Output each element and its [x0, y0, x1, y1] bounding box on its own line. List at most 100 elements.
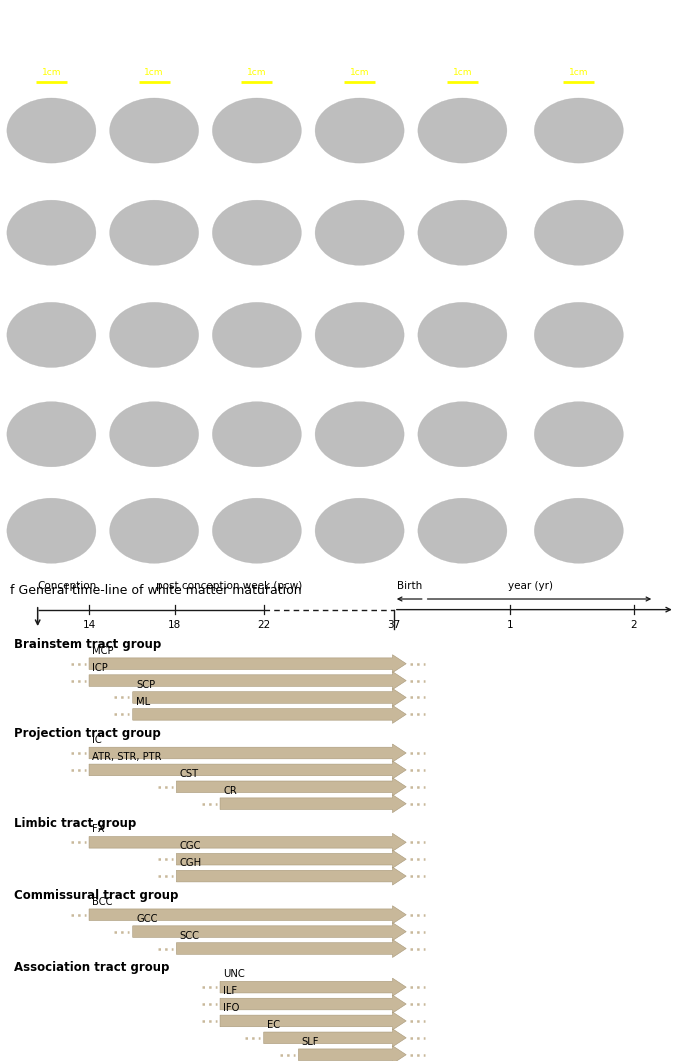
Text: ILF: ILF — [223, 987, 238, 996]
Ellipse shape — [212, 201, 301, 265]
Text: 16pmw: 16pmw — [26, 11, 77, 23]
Text: 18: 18 — [168, 620, 182, 630]
Text: post conception week (pcw): post conception week (pcw) — [156, 581, 303, 591]
Text: SLF: SLF — [302, 1037, 319, 1047]
Text: 1: 1 — [507, 620, 514, 630]
Ellipse shape — [315, 302, 404, 367]
Ellipse shape — [315, 98, 404, 163]
Text: 2yr: 2yr — [567, 11, 590, 23]
Text: 19pmw: 19pmw — [129, 11, 179, 23]
Text: 37: 37 — [387, 620, 401, 630]
FancyArrow shape — [89, 655, 406, 673]
Text: 1yr: 1yr — [451, 11, 474, 23]
Text: Limbic tract group: Limbic tract group — [14, 817, 136, 830]
Ellipse shape — [534, 98, 623, 163]
Text: Projection tract group: Projection tract group — [14, 727, 160, 741]
Text: Association tract group: Association tract group — [14, 961, 169, 974]
Text: CST: CST — [179, 769, 199, 779]
Text: Association tract group: Association tract group — [15, 480, 156, 492]
Text: Conception: Conception — [38, 581, 97, 591]
FancyArrow shape — [299, 1046, 406, 1061]
FancyArrow shape — [89, 906, 406, 924]
Ellipse shape — [315, 402, 404, 467]
Ellipse shape — [315, 201, 404, 265]
Text: IFO: IFO — [223, 1003, 240, 1013]
Text: a: a — [3, 56, 11, 70]
Text: Birth: Birth — [397, 581, 423, 591]
Text: SCC: SCC — [179, 930, 200, 941]
FancyArrow shape — [133, 706, 406, 724]
Text: 1cm: 1cm — [453, 68, 472, 77]
Text: 2: 2 — [630, 620, 637, 630]
Ellipse shape — [110, 499, 199, 563]
Ellipse shape — [7, 98, 96, 163]
Text: IC: IC — [92, 735, 102, 745]
Text: Commissural tract group: Commissural tract group — [14, 889, 178, 902]
Ellipse shape — [418, 201, 507, 265]
Ellipse shape — [418, 98, 507, 163]
Text: d: d — [3, 378, 12, 390]
FancyArrow shape — [264, 1029, 406, 1047]
FancyArrow shape — [177, 850, 406, 868]
FancyArrow shape — [89, 761, 406, 779]
Ellipse shape — [7, 402, 96, 467]
Text: b: b — [3, 168, 12, 180]
Text: ML: ML — [136, 697, 150, 707]
Ellipse shape — [110, 98, 199, 163]
Text: CR: CR — [223, 786, 237, 796]
FancyArrow shape — [220, 795, 406, 813]
Text: 21pmw: 21pmw — [232, 11, 282, 23]
Ellipse shape — [7, 499, 96, 563]
FancyArrow shape — [89, 744, 406, 762]
Ellipse shape — [534, 499, 623, 563]
Ellipse shape — [418, 402, 507, 467]
FancyArrow shape — [177, 778, 406, 796]
Text: Limbic tract group: Limbic tract group — [15, 275, 127, 289]
FancyArrow shape — [177, 867, 406, 885]
Ellipse shape — [534, 302, 623, 367]
FancyArrow shape — [177, 940, 406, 957]
Text: CGC: CGC — [179, 841, 201, 851]
Ellipse shape — [212, 98, 301, 163]
Ellipse shape — [7, 302, 96, 367]
Text: Projection tract group: Projection tract group — [15, 168, 147, 180]
Text: SCP: SCP — [136, 680, 155, 690]
Ellipse shape — [7, 201, 96, 265]
Text: Commissural tract group: Commissural tract group — [15, 378, 166, 390]
Text: GCC: GCC — [136, 914, 158, 924]
Text: MCP: MCP — [92, 646, 114, 656]
Text: c: c — [3, 275, 10, 289]
Ellipse shape — [110, 302, 199, 367]
Ellipse shape — [110, 201, 199, 265]
Text: ICP: ICP — [92, 663, 108, 673]
Text: 1cm: 1cm — [42, 68, 61, 77]
Text: FX: FX — [92, 824, 105, 835]
Text: 14: 14 — [82, 620, 96, 630]
Text: 1cm: 1cm — [350, 68, 369, 77]
Text: 22: 22 — [257, 620, 271, 630]
Ellipse shape — [212, 302, 301, 367]
FancyArrow shape — [133, 689, 406, 707]
Text: BCC: BCC — [92, 897, 113, 907]
Ellipse shape — [534, 201, 623, 265]
FancyArrow shape — [89, 833, 406, 851]
FancyArrow shape — [89, 672, 406, 690]
Ellipse shape — [212, 499, 301, 563]
FancyArrow shape — [220, 995, 406, 1013]
Ellipse shape — [212, 402, 301, 467]
Text: f General time-line of white matter maturation: f General time-line of white matter matu… — [10, 584, 302, 597]
Text: CGH: CGH — [179, 858, 202, 868]
Text: ATR, STR, PTR: ATR, STR, PTR — [92, 752, 162, 762]
Ellipse shape — [418, 499, 507, 563]
Text: 1cm: 1cm — [569, 68, 588, 77]
Text: UNC: UNC — [223, 970, 245, 979]
Text: 1cm: 1cm — [145, 68, 164, 77]
FancyArrow shape — [220, 978, 406, 996]
Text: 1cm: 1cm — [247, 68, 266, 77]
Text: Brainstem tract group: Brainstem tract group — [15, 56, 150, 70]
Text: e: e — [3, 480, 12, 492]
Text: year (yr): year (yr) — [508, 581, 553, 591]
Ellipse shape — [110, 402, 199, 467]
Text: 39pmw: 39pmw — [334, 11, 385, 23]
Ellipse shape — [315, 499, 404, 563]
